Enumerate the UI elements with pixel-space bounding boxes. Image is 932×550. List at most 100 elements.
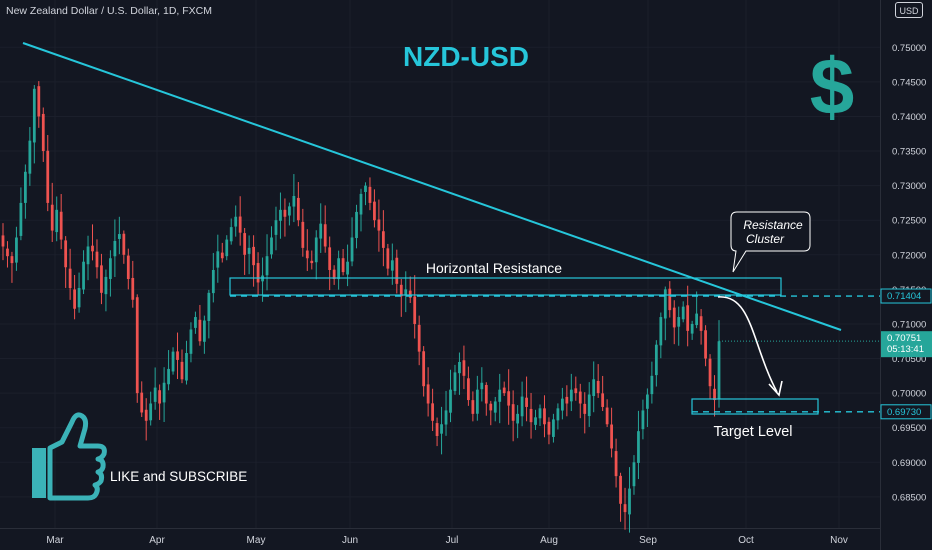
trendline bbox=[22, 42, 842, 331]
candle bbox=[619, 475, 622, 504]
current-price-badge bbox=[881, 331, 932, 358]
x-tick-label: Nov bbox=[830, 535, 848, 546]
candle bbox=[355, 211, 358, 239]
candle bbox=[610, 424, 613, 449]
candle bbox=[10, 256, 14, 264]
candle bbox=[19, 202, 23, 236]
candle bbox=[431, 403, 434, 421]
candle bbox=[180, 361, 184, 380]
candle bbox=[373, 201, 376, 221]
candle bbox=[377, 219, 381, 231]
candle bbox=[654, 344, 658, 376]
candle bbox=[6, 248, 9, 257]
candle bbox=[699, 316, 703, 331]
candle bbox=[408, 290, 412, 298]
candle bbox=[59, 211, 63, 240]
candle bbox=[587, 394, 591, 417]
candle bbox=[332, 269, 336, 279]
x-tick-label: Aug bbox=[540, 535, 558, 546]
candle bbox=[659, 317, 663, 346]
candle bbox=[319, 223, 323, 239]
candle bbox=[520, 396, 524, 417]
candle bbox=[167, 368, 170, 385]
candle bbox=[475, 389, 479, 414]
candle bbox=[646, 394, 649, 409]
candle bbox=[198, 319, 202, 342]
candle bbox=[202, 320, 206, 342]
candle bbox=[144, 409, 148, 421]
candle bbox=[23, 171, 27, 203]
candle bbox=[158, 390, 162, 404]
candle bbox=[681, 306, 685, 320]
candle bbox=[623, 504, 627, 513]
resistance-zone bbox=[229, 277, 782, 296]
target-price-badge-label: 0.69730 bbox=[887, 407, 921, 418]
candle bbox=[91, 245, 94, 252]
candle bbox=[574, 388, 578, 394]
candle bbox=[346, 261, 349, 275]
candle bbox=[162, 382, 166, 403]
current-price-badge-label: 0.70751 bbox=[887, 333, 921, 344]
target-badge-border bbox=[880, 404, 932, 420]
projection-arrow bbox=[717, 296, 778, 393]
candle bbox=[301, 221, 305, 248]
candle bbox=[113, 240, 117, 257]
y-tick-label: 0.75000 bbox=[892, 43, 926, 54]
candle bbox=[690, 323, 694, 334]
candle bbox=[194, 317, 197, 328]
candle bbox=[650, 375, 654, 395]
candle bbox=[404, 289, 408, 296]
candle bbox=[552, 419, 555, 437]
x-tick-label: Jun bbox=[342, 535, 358, 546]
candle bbox=[440, 424, 443, 434]
resistance-cluster-callout bbox=[730, 211, 811, 273]
candle bbox=[381, 231, 385, 248]
candle bbox=[511, 404, 515, 421]
candle bbox=[77, 287, 81, 308]
candle bbox=[207, 292, 211, 321]
y-tick-label: 0.72500 bbox=[892, 216, 926, 227]
candle bbox=[100, 265, 103, 293]
chart-title: NZD-USD bbox=[403, 41, 529, 72]
thumbs-up-cuff bbox=[32, 448, 46, 498]
candle bbox=[368, 186, 372, 203]
candle bbox=[713, 388, 716, 401]
candle bbox=[323, 224, 327, 247]
candle bbox=[50, 204, 54, 231]
y-tick-label: 0.74500 bbox=[892, 77, 926, 88]
candle bbox=[467, 378, 470, 401]
candle bbox=[578, 391, 582, 404]
x-tick-label: Oct bbox=[738, 535, 754, 546]
candle bbox=[243, 233, 247, 255]
candle bbox=[211, 270, 215, 294]
target-price-badge bbox=[881, 404, 932, 420]
candle bbox=[337, 258, 341, 280]
currency-badge[interactable]: USD bbox=[895, 2, 923, 18]
candle bbox=[668, 288, 672, 311]
candle bbox=[543, 408, 546, 425]
y-tick-label: 0.69500 bbox=[892, 423, 926, 434]
candle bbox=[135, 297, 139, 394]
candle bbox=[641, 410, 645, 430]
candle bbox=[46, 150, 50, 203]
candle bbox=[516, 413, 520, 424]
candle bbox=[704, 330, 707, 359]
candle bbox=[449, 389, 452, 413]
candle bbox=[288, 206, 291, 216]
candle bbox=[601, 393, 605, 407]
candle bbox=[270, 237, 273, 255]
y-tick-label: 0.72000 bbox=[892, 250, 926, 261]
candle bbox=[637, 431, 640, 463]
candle bbox=[592, 379, 596, 397]
projection-arrowhead bbox=[768, 380, 783, 397]
y-tick-label: 0.73000 bbox=[892, 181, 926, 192]
y-tick-label: 0.68500 bbox=[892, 492, 926, 503]
candle bbox=[252, 246, 255, 266]
candle bbox=[422, 351, 426, 387]
candle bbox=[310, 260, 314, 264]
dollar-icon: $ bbox=[810, 42, 855, 131]
y-tick-label: 0.73500 bbox=[892, 147, 926, 158]
candle bbox=[534, 417, 537, 425]
target-zone bbox=[691, 398, 819, 415]
